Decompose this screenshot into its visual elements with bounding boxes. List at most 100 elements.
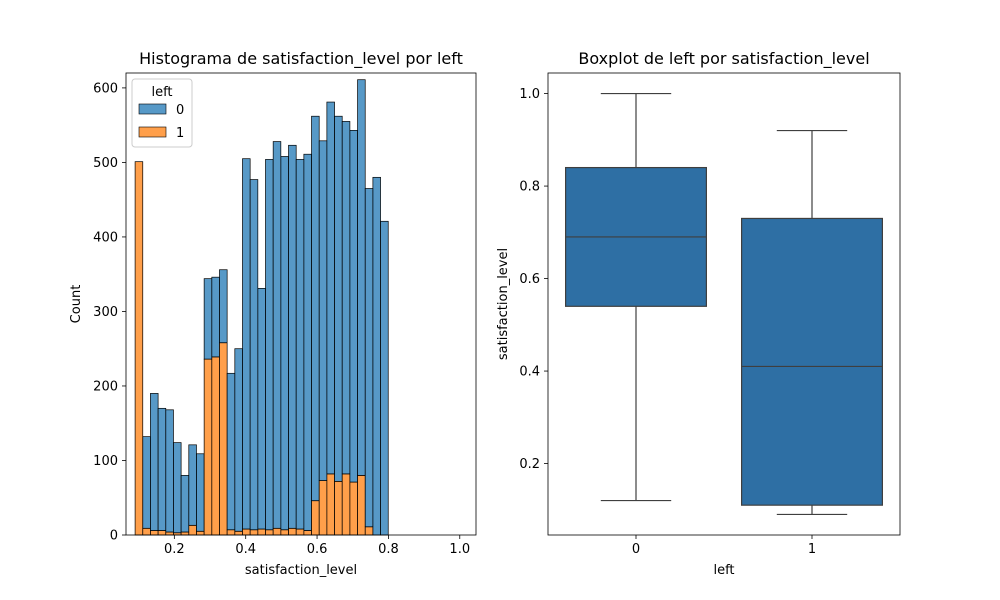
histogram-bar-left-0 [173,442,182,534]
histogram-bar-left-0 [349,130,358,483]
histogram-bar-left-1 [364,526,374,536]
histogram-bar-left-1 [280,529,289,536]
histogram-bar-left-0 [288,144,297,529]
histogram-bar-left-1 [219,342,228,536]
histogram-bar-left-0 [188,444,197,526]
histogram-y-tick-label: 100 [93,454,118,469]
boxplot-y-tick-label: 0.8 [519,180,540,195]
histogram-y-ticks: 0 100 200 300 400 500 600 [93,81,126,544]
histogram-bar-left-0 [311,115,320,502]
histogram-bar-left-0 [219,269,228,344]
legend-swatch-0 [138,103,167,115]
histogram-bar-left-1 [334,480,343,536]
histogram-x-label: satisfaction_level [245,563,357,578]
histogram-bar-left-0 [265,159,274,531]
histogram-bar-left-0 [364,188,374,528]
histogram-bar-left-0 [257,288,266,530]
histogram-bar-left-1 [150,530,159,536]
histogram-bars [134,79,389,536]
histogram-y-tick-label: 400 [93,230,118,245]
histogram-bar-left-0 [380,220,389,536]
boxplot-box [740,217,883,506]
histogram-bar-left-0 [142,436,151,529]
histogram-bar-left-0 [180,475,190,533]
histogram-bar-left-0 [196,453,205,532]
histogram-bar-left-1 [272,527,282,536]
histogram-bar-left-0 [226,372,236,531]
histogram-bar-left-1 [318,480,328,536]
histogram-bar-left-0 [372,176,381,536]
histogram-bar-left-1 [180,531,190,536]
histogram-bar-left-1 [249,529,259,536]
legend-label-0: 0 [176,103,184,118]
histogram-panel: Histograma de satisfaction_level por lef… [69,49,477,578]
histogram-bar-left-1 [188,524,197,536]
histogram-bar-left-1 [196,530,205,536]
boxplot-y-label: satisfaction_level [496,248,511,360]
histogram-y-tick-label: 500 [93,156,118,171]
histogram-bar-left-0 [280,156,289,531]
histogram-bar-left-0 [249,179,259,531]
legend-label-1: 1 [176,126,184,141]
histogram-bar-left-1 [226,529,236,536]
histogram-bar-left-1 [357,475,366,536]
boxplot-frame [547,72,901,536]
histogram-bar-left-0 [341,121,351,475]
histogram-bar-left-1 [157,530,167,536]
boxplot-title: Boxplot de left por satisfaction_level [578,49,869,69]
boxplot-panel: Boxplot de left por satisfaction_level 0… [496,49,901,578]
boxplot-y-tick-label: 0.6 [519,272,540,287]
histogram-bar-left-0 [211,276,220,358]
histogram-bar-left-1 [134,161,144,536]
histogram-y-tick-label: 200 [93,379,118,394]
histogram-bar-left-1 [288,527,297,536]
histogram-bar-left-0 [357,79,366,476]
histogram-bar-left-1 [349,481,358,536]
histogram-bar-left-0 [326,101,335,475]
histogram-bar-left-1 [341,473,351,536]
histogram-bar-left-1 [203,358,213,536]
histogram-frame [125,72,477,536]
histogram-bar-left-1 [303,530,312,536]
histogram-bar-left-1 [234,530,243,536]
histogram-bar-left-1 [165,531,174,536]
histogram-legend: left 0 1 [131,78,193,148]
histogram-bar-left-1 [211,356,220,536]
histogram-bar-left-1 [326,473,335,536]
legend-title: left [151,85,172,100]
histogram-bar-left-0 [157,407,167,531]
histogram-bar-left-0 [295,159,305,530]
histogram-bar-left-0 [234,348,243,532]
histogram-bar-left-1 [257,528,266,536]
histogram-x-tick-label: 0.2 [164,542,185,557]
histogram-bar-left-0 [242,158,251,530]
histogram-x-tick-label: 0.8 [378,542,399,557]
histogram-y-tick-label: 0 [110,529,118,544]
histogram-bar-left-0 [165,409,174,533]
boxplot-y-ticks: 0.2 0.4 0.6 0.8 1.0 [519,87,548,472]
histogram-x-ticks: 0.2 0.4 0.6 0.8 1.0 [164,535,470,557]
histogram-bar-left-1 [295,528,305,536]
histogram-y-label: Count [69,285,84,324]
boxplot-y-tick-label: 1.0 [519,87,540,102]
histogram-bar-left-1 [142,527,151,536]
boxplot-marks [564,92,883,516]
boxplot-x-tick-label: 1 [808,542,816,557]
histogram-bar-left-1 [311,500,320,536]
histogram-x-tick-label: 1.0 [449,542,470,557]
boxplot-y-tick-label: 0.4 [519,365,540,380]
histogram-bar-left-0 [272,141,282,529]
histogram-bar-left-0 [303,153,312,531]
histogram-x-tick-label: 0.4 [235,542,256,557]
boxplot-y-tick-label: 0.2 [519,457,540,472]
histogram-bar-left-0 [203,278,213,360]
histogram-bar-left-1 [265,529,274,536]
histogram-y-tick-label: 300 [93,305,118,320]
legend-swatch-1 [138,126,167,138]
histogram-x-tick-label: 0.6 [307,542,328,557]
boxplot-x-tick-label: 0 [632,542,640,557]
histogram-bar-left-0 [334,115,343,482]
histogram-bar-left-0 [318,140,328,481]
